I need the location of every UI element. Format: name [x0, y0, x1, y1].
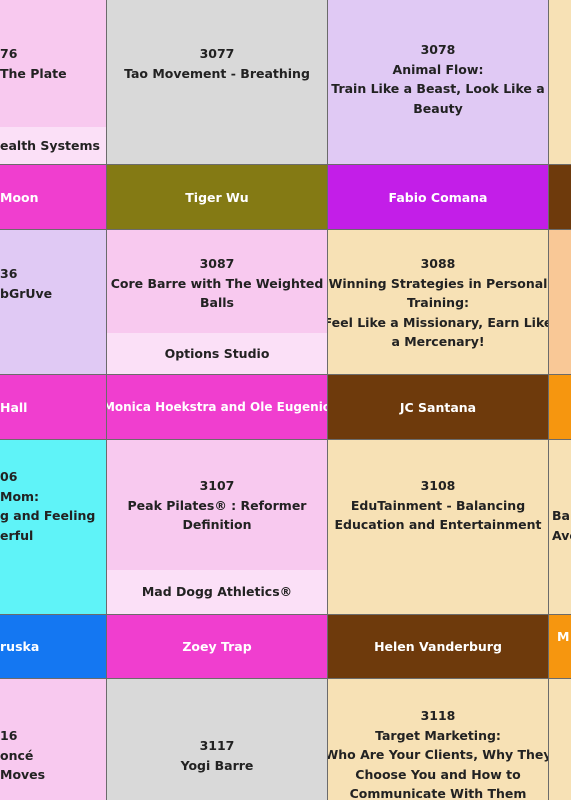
session-title-line: EduTainment - Balancing	[350, 497, 526, 513]
instructor-name: ruska	[0, 639, 40, 654]
instructor-cell-r3c4[interactable]: M	[549, 615, 571, 679]
session-code: 16	[0, 728, 18, 743]
session-cell-r3c4[interactable]: Bal Ave	[549, 440, 571, 615]
instructor-cell-r1c2[interactable]: Tiger Wu	[107, 165, 328, 230]
session-title-line: Ave	[552, 527, 571, 543]
session-title: bGrUve	[0, 285, 53, 301]
instructor-cell-r1c1[interactable]: Moon	[0, 165, 107, 230]
session-cell-r4c4[interactable]	[549, 679, 571, 800]
sponsor-label: Mad Dogg Athletics®	[141, 584, 293, 600]
session-code: 76	[0, 46, 18, 61]
instructor-name: Helen Vanderburg	[374, 639, 502, 654]
session-title-line: Beauty	[413, 100, 463, 116]
session-title-line: Communicate With Them	[349, 786, 527, 800]
instructor-cell-r2c1[interactable]: Hall	[0, 375, 107, 440]
session-code: 36	[0, 266, 18, 281]
session-code: 3087	[199, 256, 235, 271]
session-title-line: Training:	[406, 295, 470, 310]
session-title-line: Core Barre with The Weighted	[110, 275, 324, 291]
session-title-line: oncé	[0, 747, 34, 763]
session-title-line: erful	[0, 527, 34, 543]
instructor-cell-r3c2[interactable]: Zoey Trap	[107, 615, 328, 679]
session-title: The Plate	[0, 65, 67, 81]
sponsor-label: Options Studio	[164, 345, 270, 361]
sponsor-band: Options Studio	[107, 333, 327, 374]
instructor-name: Monica Hoekstra and Ole Eugenio	[107, 400, 328, 414]
session-title-line: Animal Flow:	[392, 61, 484, 77]
sponsor-band: Mad Dogg Athletics®	[107, 570, 327, 614]
session-title-line: Balls	[200, 295, 234, 310]
session-cell-r2c2[interactable]: 3087 Core Barre with The Weighted Balls …	[107, 230, 328, 375]
session-cell-r3c1[interactable]: 06 Mom: g and Feeling erful	[0, 440, 107, 615]
instructor-name: Fabio Comana	[388, 189, 488, 205]
instructor-name: Zoey Trap	[182, 639, 252, 654]
session-code: 3117	[199, 738, 235, 753]
session-title-line: Mom:	[0, 488, 40, 504]
instructor-name: JC Santana	[399, 399, 477, 415]
session-title-line: Education and Entertainment	[334, 517, 542, 532]
session-title-line: Target Marketing:	[375, 727, 501, 743]
session-title-line: Moves	[0, 767, 46, 782]
session-cell-r4c3[interactable]: 3118 Target Marketing: Who Are Your Clie…	[328, 679, 549, 800]
session-code: 3108	[420, 478, 456, 493]
session-cell-r4c2[interactable]: 3117 Yogi Barre	[107, 679, 328, 800]
session-title-line: Train Like a Beast, Look Like a	[331, 81, 545, 96]
session-cell-r1c2[interactable]: 3077 Tao Movement - Breathing	[107, 0, 328, 165]
session-code: 3077	[199, 46, 235, 61]
session-cell-r4c1[interactable]: 16 oncé Moves	[0, 679, 107, 800]
instructor-name: Hall	[0, 399, 28, 415]
session-cell-r1c1[interactable]: 76 The Plate ealth Systems	[0, 0, 107, 165]
instructor-cell-r2c3[interactable]: JC Santana	[328, 375, 549, 440]
session-title-line: Winning Strategies in Personal	[328, 275, 548, 291]
session-cell-r2c1[interactable]: 36 bGrUve	[0, 230, 107, 375]
session-title-line: Feel Like a Missionary, Earn Like	[328, 314, 549, 330]
session-code: 3107	[199, 478, 235, 493]
session-code: 3118	[420, 708, 456, 723]
session-title-line: a Mercenary!	[391, 334, 485, 349]
instructor-cell-r3c1[interactable]: ruska	[0, 615, 107, 679]
session-cell-r2c3[interactable]: 3088 Winning Strategies in Personal Trai…	[328, 230, 549, 375]
session-title-line: g and Feeling	[0, 508, 96, 523]
session-title-line: Choose You and How to	[355, 766, 521, 782]
session-cell-r1c4[interactable]	[549, 0, 571, 165]
session-title: Tao Movement - Breathing	[124, 65, 310, 81]
session-title-line: Peak Pilates® : Reformer	[127, 497, 307, 513]
session-title-line: Bal	[552, 508, 571, 523]
session-code: 06	[0, 469, 18, 484]
session-title-line: Who Are Your Clients, Why They	[328, 747, 549, 762]
instructor-name: M	[557, 629, 570, 644]
instructor-name: Tiger Wu	[185, 189, 249, 205]
instructor-name: Moon	[0, 189, 39, 205]
session-cell-r3c2[interactable]: 3107 Peak Pilates® : Reformer Definition…	[107, 440, 328, 615]
session-title-line: Definition	[182, 517, 252, 532]
session-code: 3078	[420, 42, 456, 57]
sponsor-label: ealth Systems	[0, 137, 100, 153]
session-cell-r3c3[interactable]: 3108 EduTainment - Balancing Education a…	[328, 440, 549, 615]
session-cell-r1c3[interactable]: 3078 Animal Flow: Train Like a Beast, Lo…	[328, 0, 549, 165]
instructor-cell-r3c3[interactable]: Helen Vanderburg	[328, 615, 549, 679]
instructor-cell-r2c4[interactable]	[549, 375, 571, 440]
session-code: 3088	[420, 256, 456, 271]
instructor-cell-r2c2[interactable]: Monica Hoekstra and Ole Eugenio	[107, 375, 328, 440]
session-cell-r2c4[interactable]	[549, 230, 571, 375]
session-title: Yogi Barre	[180, 757, 254, 773]
instructor-cell-r1c3[interactable]: Fabio Comana	[328, 165, 549, 230]
instructor-cell-r1c4[interactable]	[549, 165, 571, 230]
sponsor-band: ealth Systems	[0, 127, 106, 164]
